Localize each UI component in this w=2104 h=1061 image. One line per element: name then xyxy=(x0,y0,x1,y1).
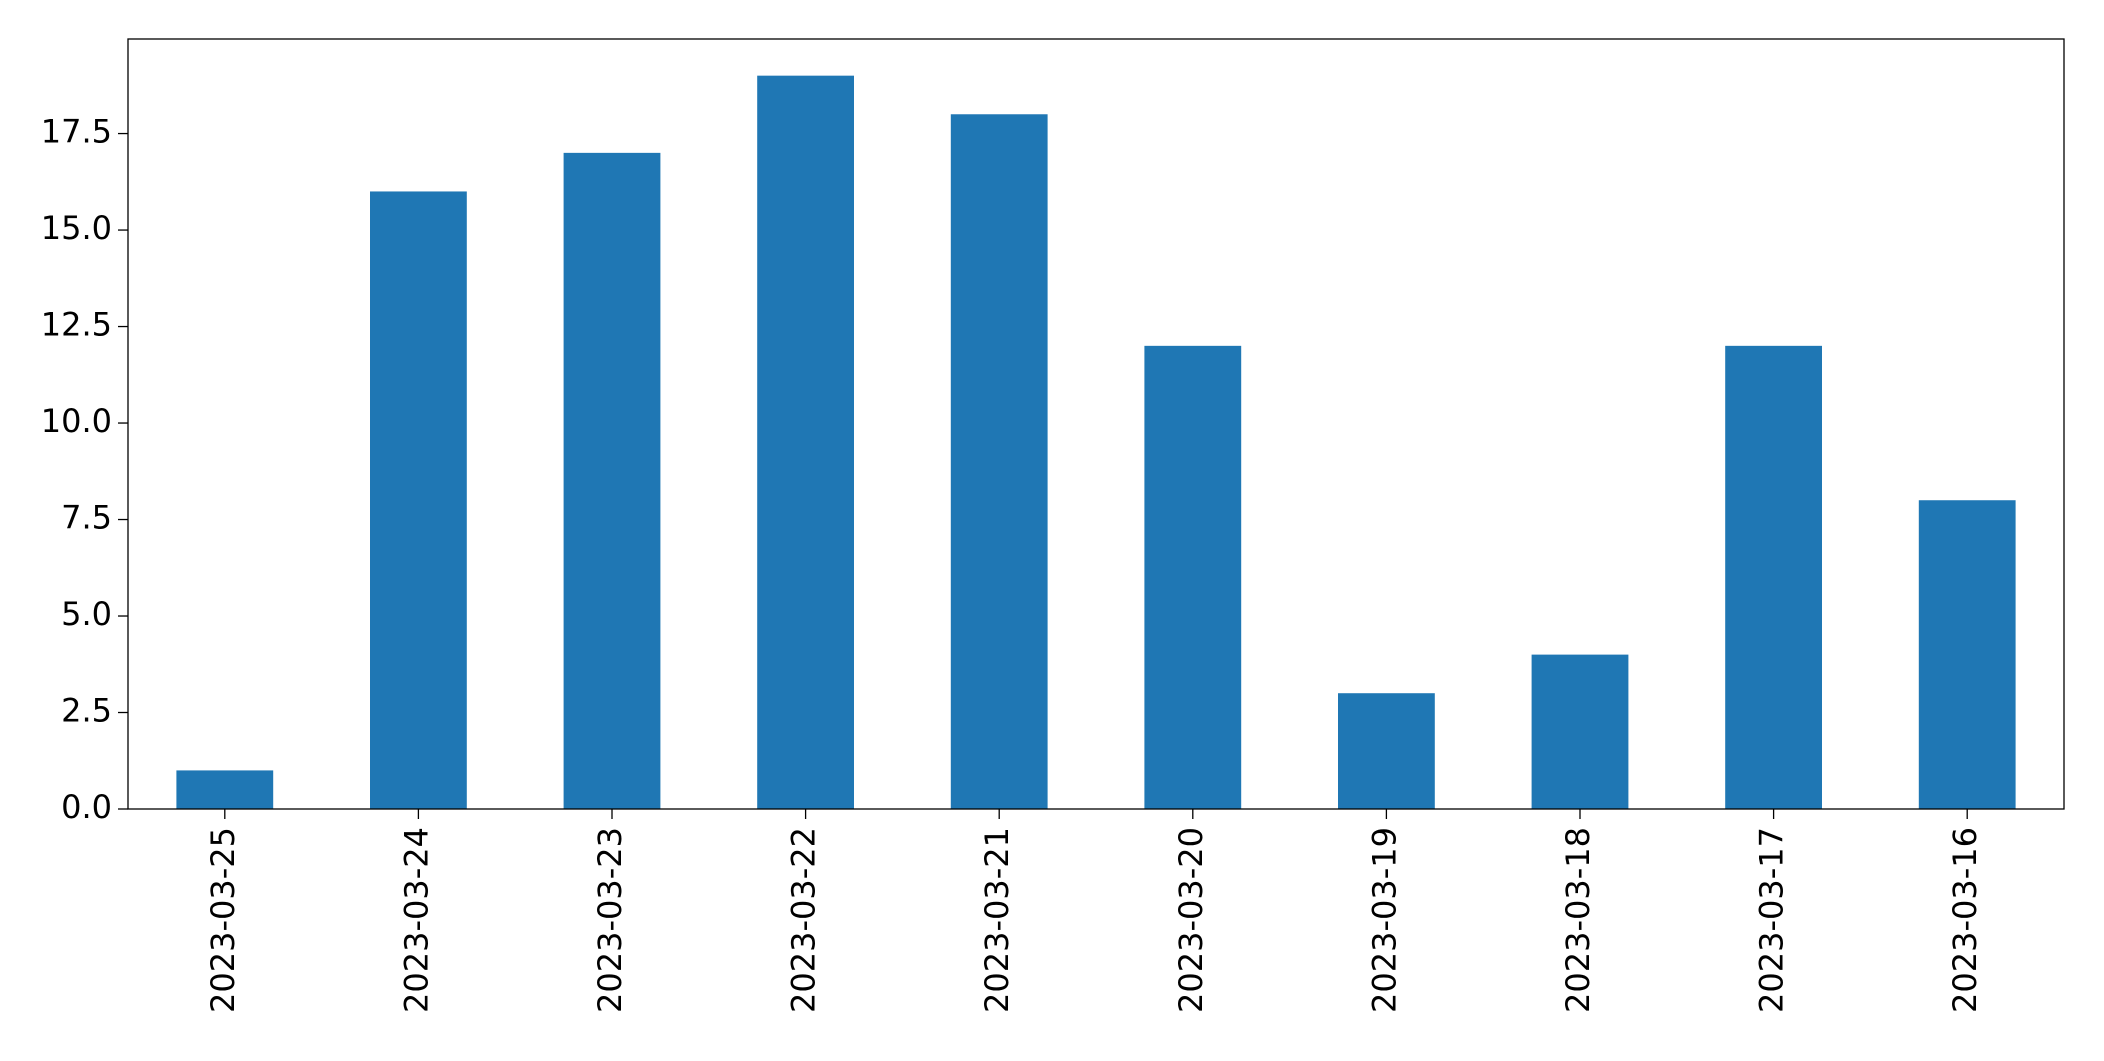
plot-frame xyxy=(127,38,2065,810)
bar xyxy=(370,191,467,809)
bar xyxy=(563,152,661,810)
bar xyxy=(757,75,854,809)
x-tick-label: 2023-03-22 xyxy=(785,827,823,1013)
bar xyxy=(1918,500,2016,809)
y-tick-label: 5.0 xyxy=(61,595,112,633)
x-tick-label: 2023-03-24 xyxy=(397,827,435,1013)
x-tick-label: 2023-03-23 xyxy=(591,827,629,1013)
x-tick-label: 2023-03-18 xyxy=(1559,827,1597,1013)
x-tick-label: 2023-03-16 xyxy=(1946,827,1984,1013)
y-tick-label: 17.5 xyxy=(41,113,112,151)
x-tick-label: 2023-03-21 xyxy=(978,827,1016,1013)
y-tick-label: 2.5 xyxy=(61,692,112,730)
x-tick-label: 2023-03-19 xyxy=(1365,827,1403,1013)
y-tick-label: 15.0 xyxy=(41,209,112,247)
bar xyxy=(1338,693,1435,809)
bar xyxy=(1144,345,1242,809)
bar xyxy=(950,114,1048,809)
y-tick-label: 12.5 xyxy=(41,306,112,344)
x-tick-label: 2023-03-17 xyxy=(1753,827,1791,1013)
x-tick-label: 2023-03-25 xyxy=(204,827,242,1013)
y-tick-label: 0.0 xyxy=(61,788,112,826)
x-tick-label: 2023-03-20 xyxy=(1172,827,1210,1013)
y-tick-label: 10.0 xyxy=(41,402,112,440)
bar xyxy=(176,770,274,809)
y-tick-label: 7.5 xyxy=(61,499,112,537)
bar xyxy=(1531,654,1629,809)
bar xyxy=(1725,345,1822,809)
